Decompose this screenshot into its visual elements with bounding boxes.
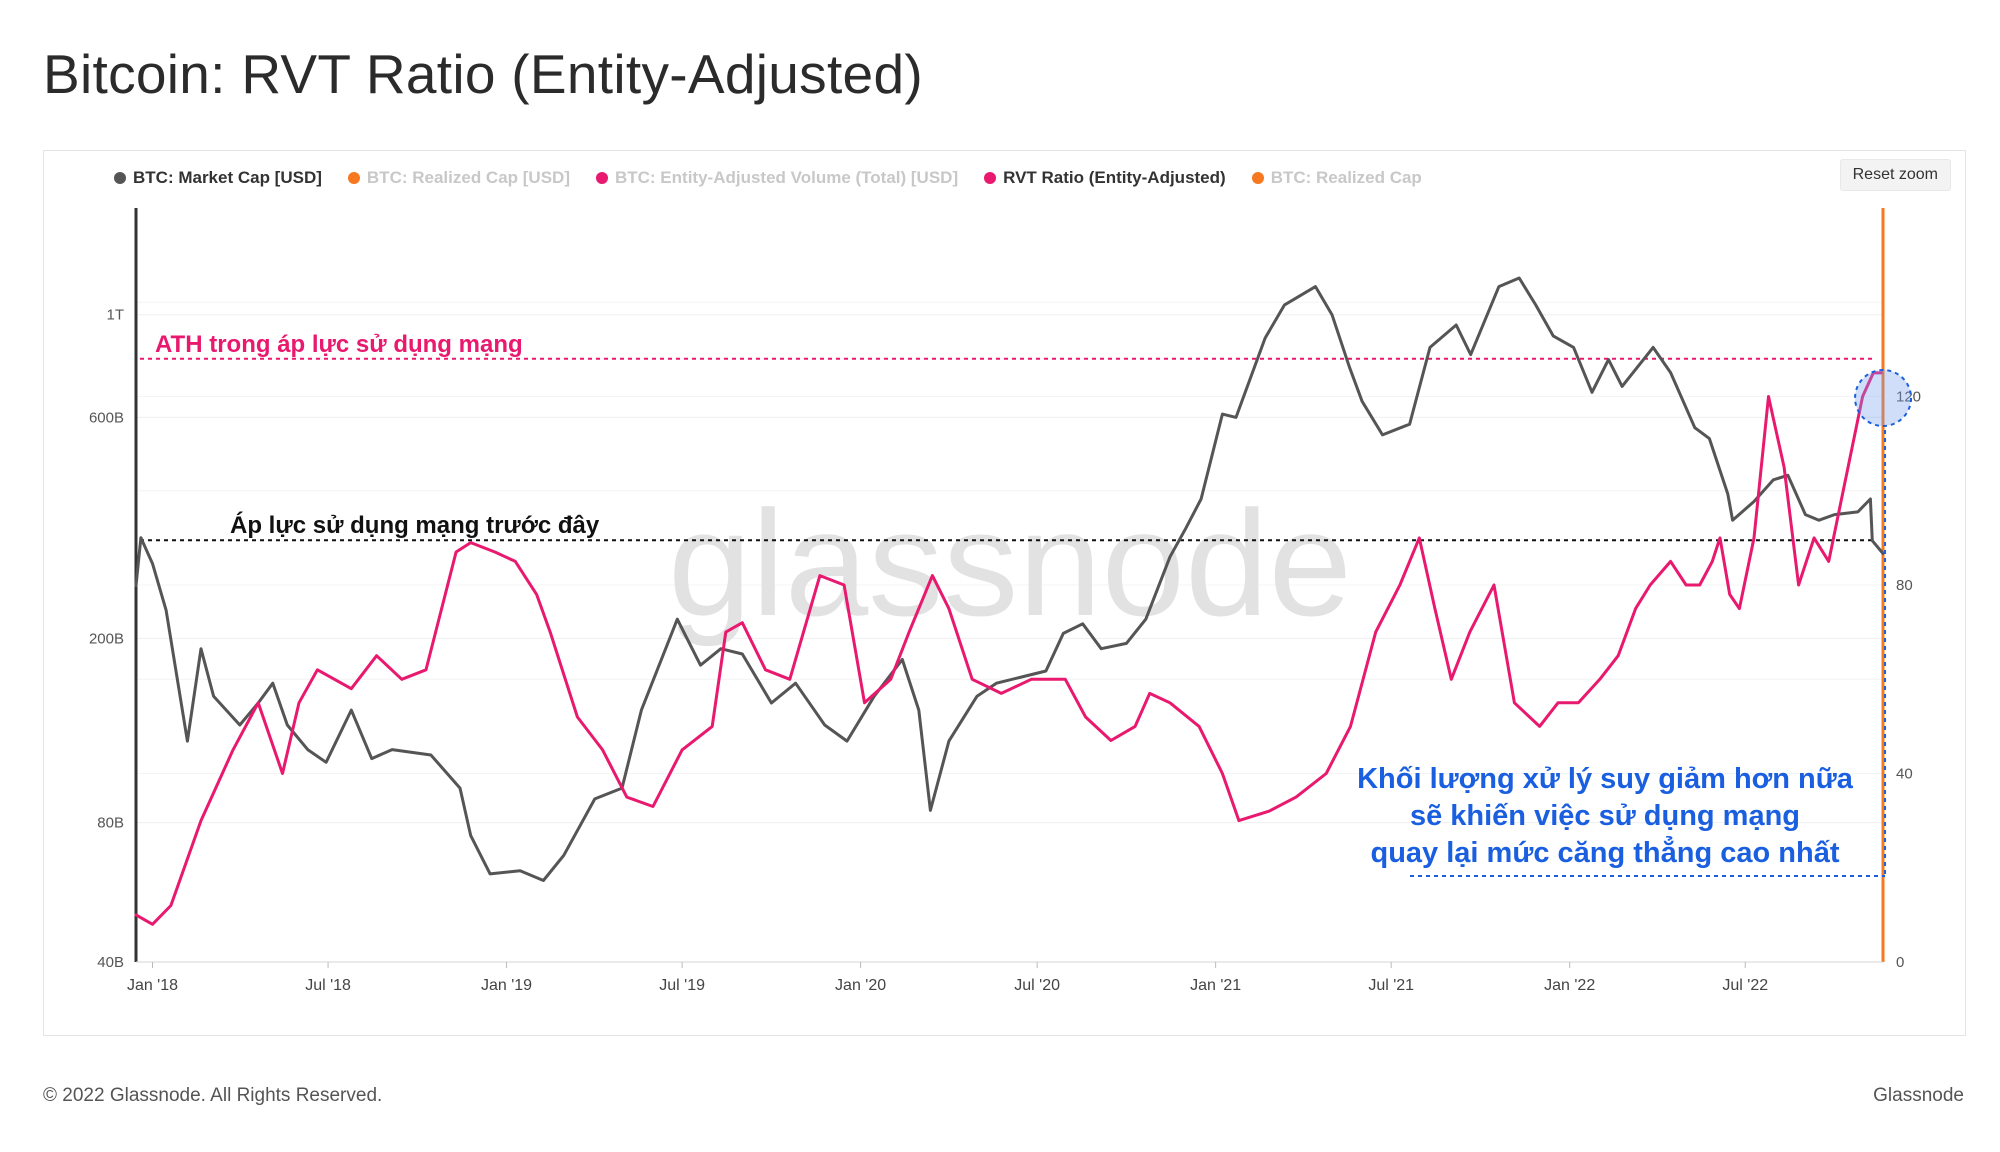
legend-label-entity-volume: BTC: Entity-Adjusted Volume (Total) [USD… xyxy=(614,168,959,187)
footer-brand: Glassnode xyxy=(1873,1085,1964,1106)
legend-dot-entity-volume xyxy=(595,172,608,184)
legend-dot-realized-cap-usd xyxy=(347,172,360,184)
page-title: Bitcoin: RVT Ratio (Entity-Adjusted) xyxy=(43,43,923,105)
chart-legend: BTC: Market Cap [USD] BTC: Realized Cap … xyxy=(114,168,1448,188)
legend-item-rvt-ratio[interactable]: RVT Ratio (Entity-Adjusted) xyxy=(984,168,1226,188)
right-axis-tick-label: 80 xyxy=(1896,577,1913,594)
reset-zoom-button[interactable]: Reset zoom xyxy=(1839,159,1951,191)
left-axis-tick-label: 200B xyxy=(89,630,124,647)
x-axis-tick-label: Jul '22 xyxy=(1722,977,1768,994)
x-axis-tick-label: Jul '18 xyxy=(305,977,351,994)
highlight-circle xyxy=(1854,369,1913,427)
legend-item-realized-cap-usd[interactable]: BTC: Realized Cap [USD] xyxy=(347,168,570,188)
note-line-3: quay lại mức căng thẳng cao nhất xyxy=(1371,835,1840,869)
legend-item-realized-cap[interactable]: BTC: Realized Cap xyxy=(1251,168,1422,188)
footer-copyright: © 2022 Glassnode. All Rights Reserved. xyxy=(43,1085,383,1106)
legend-label-market-cap: BTC: Market Cap [USD] xyxy=(133,168,322,187)
x-axis-tick-label: Jan '20 xyxy=(835,977,886,994)
legend-label-realized-cap-usd: BTC: Realized Cap [USD] xyxy=(366,168,570,187)
legend-label-realized-cap: BTC: Realized Cap xyxy=(1270,168,1422,187)
legend-dot-realized-cap xyxy=(1251,172,1264,184)
right-axis-tick-label: 0 xyxy=(1896,954,1904,971)
x-axis-tick-label: Jan '21 xyxy=(1190,977,1241,994)
note-line-2: sẽ khiến việc sử dụng mạng xyxy=(1410,800,1800,832)
legend-item-market-cap[interactable]: BTC: Market Cap [USD] xyxy=(114,168,322,188)
x-axis-tick-label: Jan '19 xyxy=(481,977,532,994)
left-axis-tick-label: 40B xyxy=(97,954,124,971)
x-axis-tick-label: Jan '18 xyxy=(127,977,178,994)
market-cap-line xyxy=(134,276,1885,882)
note-line-1: Khối lượng xử lý suy giảm hơn nữa xyxy=(1357,763,1854,795)
previous-annotation-label: Áp lực sử dụng mạng trước đây xyxy=(230,511,600,539)
rvt-ratio-line xyxy=(134,371,1883,926)
left-axis-tick-label: 1T xyxy=(106,307,124,324)
legend-dot-rvt-ratio xyxy=(984,172,997,184)
legend-dot-market-cap xyxy=(114,172,126,184)
x-axis-tick-label: Jul '20 xyxy=(1014,977,1060,994)
legend-item-entity-volume[interactable]: BTC: Entity-Adjusted Volume (Total) [USD… xyxy=(595,168,959,188)
right-axis-tick-label: 120 xyxy=(1896,389,1921,406)
watermark: glassnode xyxy=(668,479,1352,647)
left-axis-tick-label: 600B xyxy=(89,409,124,426)
right-axis-tick-label: 40 xyxy=(1896,766,1913,783)
x-axis-tick-label: Jul '21 xyxy=(1368,977,1414,994)
ath-annotation-label: ATH trong áp lực sử dụng mạng xyxy=(155,331,523,358)
x-axis-tick-label: Jul '19 xyxy=(659,977,705,994)
left-axis-tick-label: 80B xyxy=(97,815,124,832)
legend-label-rvt-ratio: RVT Ratio (Entity-Adjusted) xyxy=(1003,168,1226,187)
x-axis-tick-label: Jan '22 xyxy=(1544,977,1595,994)
